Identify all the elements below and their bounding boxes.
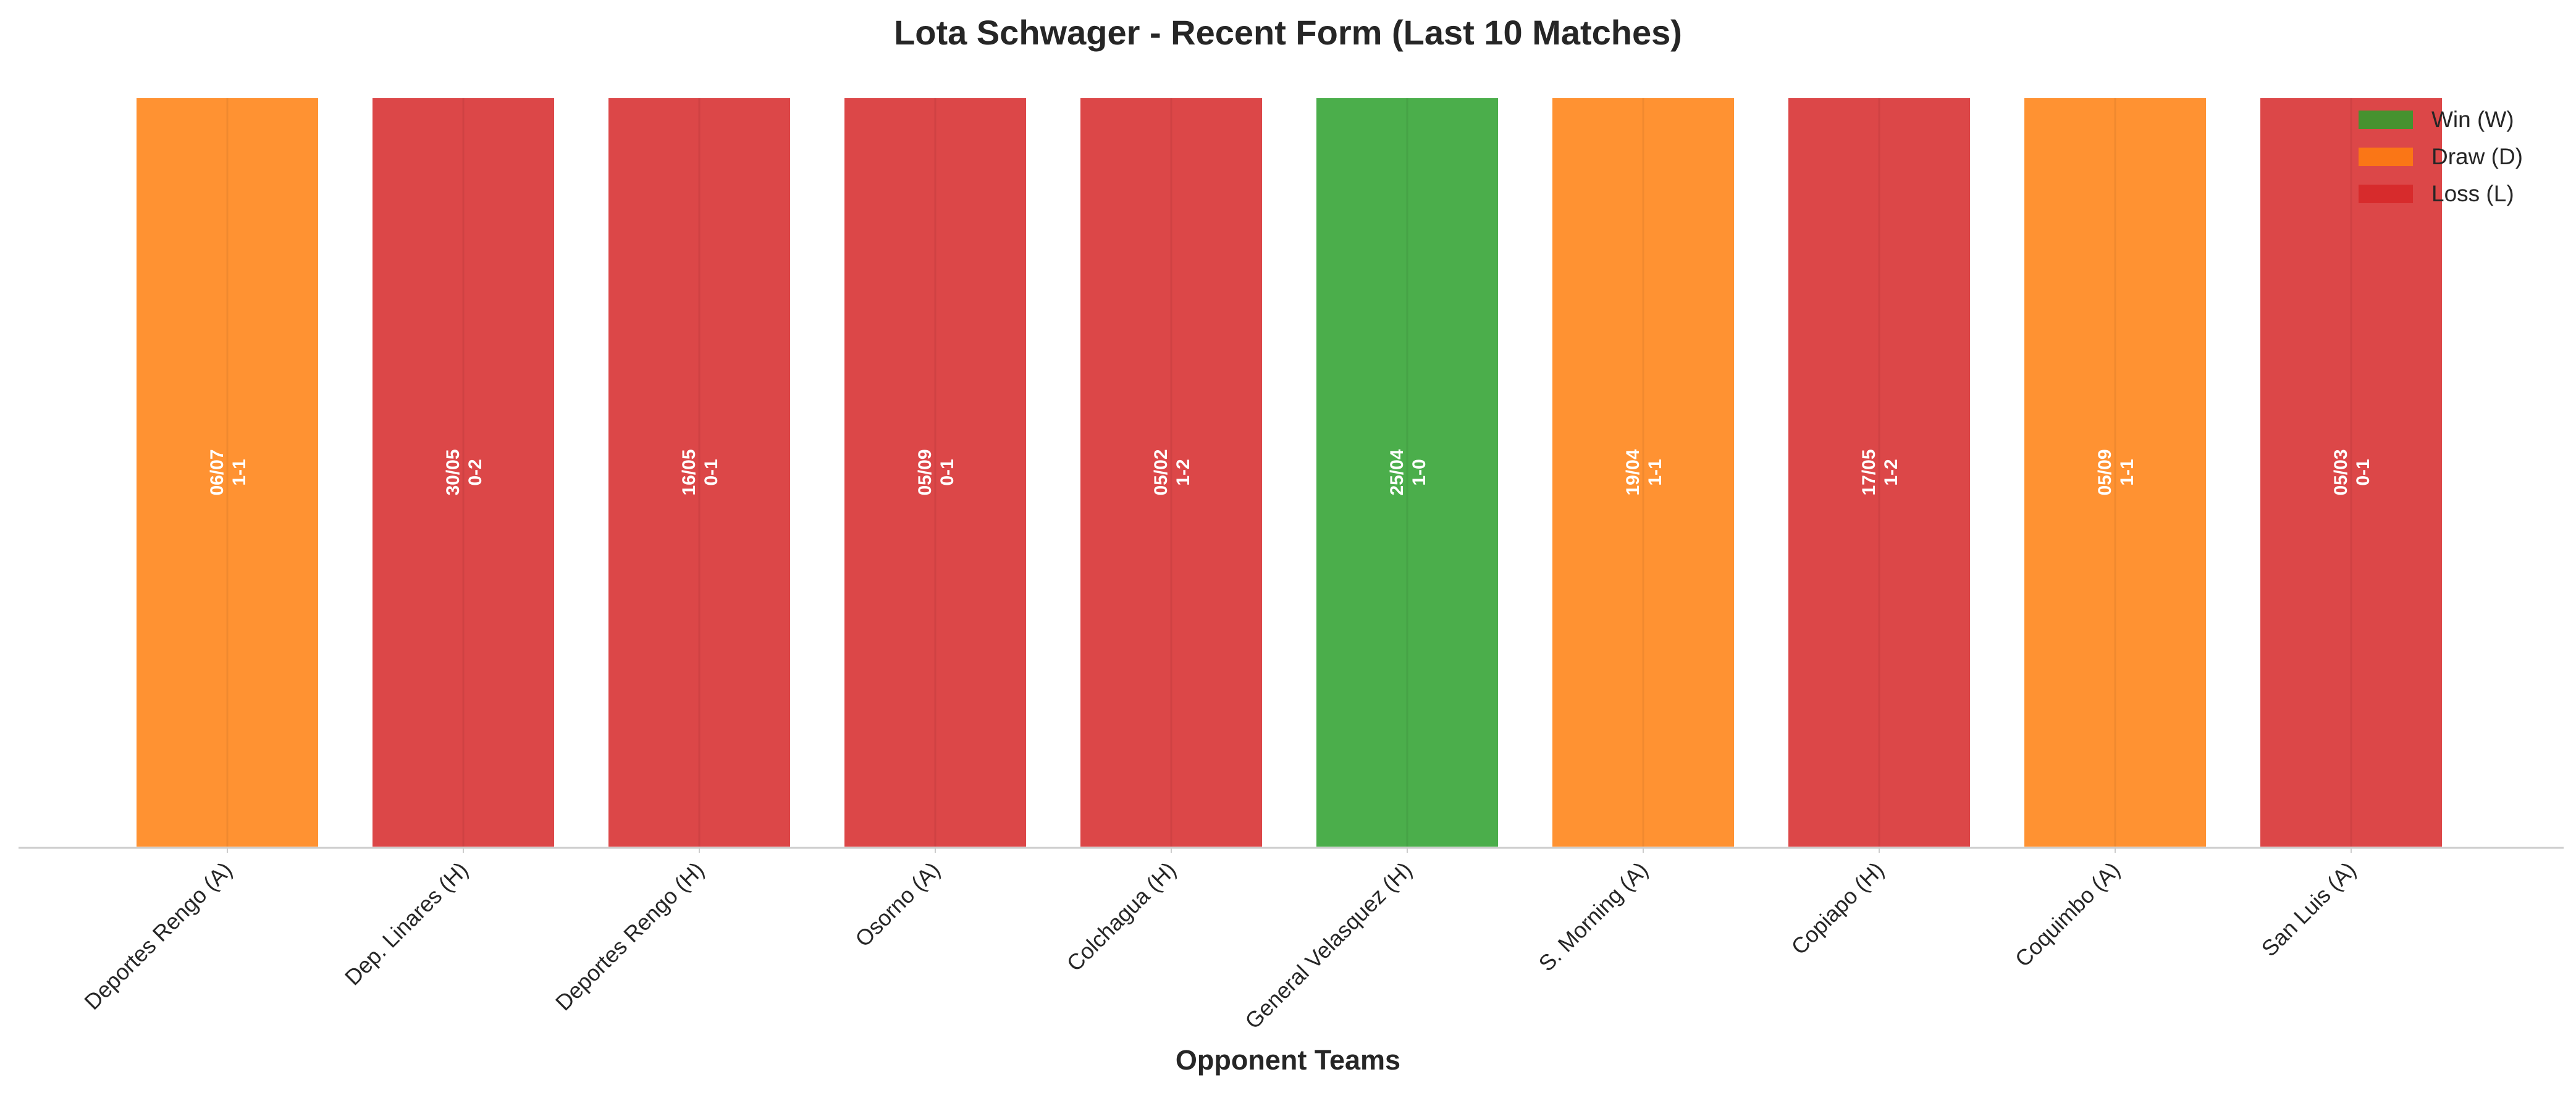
bar-label-1: 06/07 1-1 (207, 449, 250, 495)
bar-date: 05/02 (1151, 449, 1171, 495)
bar-date: 05/03 (2331, 449, 2351, 495)
bar-date: 19/04 (1623, 449, 1643, 495)
x-tick-label-9: Coquimbo (A) (2010, 857, 2125, 972)
bar-score: 1-2 (1881, 459, 1901, 485)
bar-score: 0-1 (701, 459, 722, 485)
x-axis-title: Opponent Teams (1176, 1044, 1400, 1076)
legend: Win (W) Draw (D) Loss (L) (2359, 107, 2523, 206)
x-tick-label-7: S. Morning (A) (1534, 857, 1653, 976)
bar-date: 25/04 (1387, 449, 1407, 495)
chart-title: Lota Schwager - Recent Form (Last 10 Mat… (894, 13, 1682, 52)
bar-1 (134, 96, 321, 849)
x-tick-label-2: Dep. Linares (H) (340, 857, 473, 990)
bar-label-7: 19/04 1-1 (1623, 449, 1665, 495)
bar-3 (606, 96, 793, 849)
bar-5 (1078, 96, 1265, 849)
bar-date: 05/09 (915, 449, 935, 495)
bar-label-3: 16/05 0-1 (679, 449, 722, 495)
bar-date: 17/05 (1859, 449, 1879, 495)
x-tick-label-1: Deportes Rengo (A) (79, 857, 237, 1015)
legend-swatch-w (2359, 111, 2413, 129)
bar-score: 1-1 (2117, 459, 2137, 485)
legend-swatch-l (2359, 185, 2413, 203)
x-tick-label-4: Osorno (A) (850, 857, 945, 952)
bar-date: 05/09 (2095, 449, 2115, 495)
bar-date: 16/05 (679, 449, 699, 495)
legend-label-d: Draw (D) (2431, 144, 2523, 169)
bar-label-5: 05/02 1-2 (1151, 449, 1193, 495)
bar-10 (2258, 96, 2444, 849)
bar-score: 0-1 (2353, 459, 2373, 485)
legend-label-w: Win (W) (2431, 107, 2514, 132)
bars-layer: 06/07 1-1 30/05 0-2 16/05 0-1 05/09 0-1 05/02 1-2… (134, 96, 2444, 849)
x-tick-label-3: Deportes Rengo (H) (550, 857, 709, 1016)
bar-score: 1-2 (1173, 459, 1193, 485)
bar-2 (370, 96, 557, 849)
bar-score: 1-1 (1645, 459, 1665, 485)
bar-7 (1550, 96, 1736, 849)
bar-4 (842, 96, 1029, 849)
bar-score: 1-1 (229, 459, 250, 485)
bar-date: 30/05 (443, 449, 463, 495)
x-tick-label-10: San Luis (A) (2257, 857, 2361, 961)
x-tick-labels: Deportes Rengo (A) Dep. Linares (H) Deport… (79, 848, 2361, 1034)
legend-swatch-d (2359, 148, 2413, 166)
bar-score: 1-0 (1409, 459, 1429, 485)
bar-label-8: 17/05 1-2 (1859, 449, 1901, 495)
bar-date: 06/07 (207, 449, 227, 495)
bar-6 (1314, 96, 1501, 849)
bar-score: 0-2 (465, 459, 486, 485)
x-tick-label-8: Copiapo (H) (1786, 857, 1888, 960)
bar-label-6: 25/04 1-0 (1387, 449, 1429, 495)
bar-label-9: 05/09 1-1 (2095, 449, 2137, 495)
x-tick-label-5: Colchagua (H) (1062, 857, 1181, 976)
legend-label-l: Loss (L) (2431, 181, 2514, 206)
bar-score: 0-1 (937, 459, 958, 485)
bar-label-10: 05/03 0-1 (2331, 449, 2373, 495)
bar-label-4: 05/09 0-1 (915, 449, 958, 495)
bar-label-2: 30/05 0-2 (443, 449, 486, 495)
x-tick-label-6: General Velasquez (H) (1240, 857, 1417, 1034)
